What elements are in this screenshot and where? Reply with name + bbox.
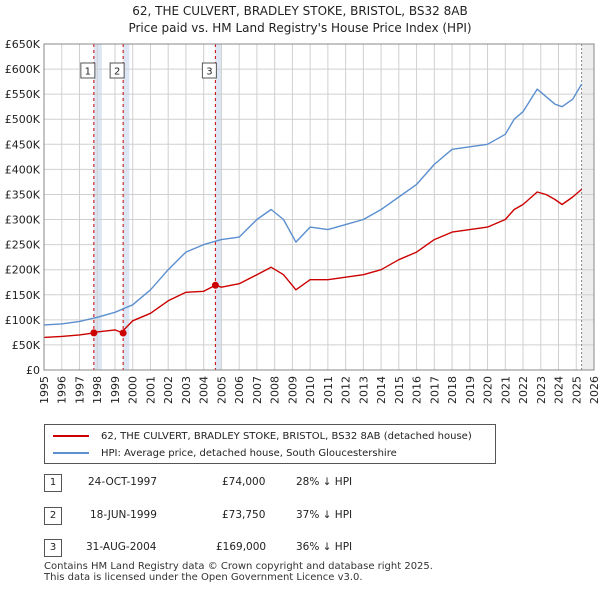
sale-point-1 — [90, 329, 98, 337]
x-tick-label: 2026 — [588, 376, 600, 404]
x-tick-label: 2024 — [553, 376, 566, 404]
sale-date: 24-OCT-1997 — [88, 476, 157, 488]
sale-badge: 2 — [44, 507, 62, 525]
x-tick-label: 2003 — [180, 376, 193, 404]
sale-row-2: 2 18-JUN-1999 £73,750 37% ↓ HPI — [44, 507, 444, 525]
sale-shade-2 — [123, 44, 130, 370]
y-tick-label: £0 — [26, 364, 40, 377]
sale-price: £74,000 — [222, 476, 266, 488]
x-tick-label: 2023 — [535, 376, 548, 404]
price-chart: £0 £50K £100K £150K £200K £250K £300K £350K £400… — [5, 38, 600, 404]
sale-shade-1 — [93, 44, 102, 370]
y-tick-label: £400K — [5, 163, 41, 176]
x-tick-label: 1998 — [91, 376, 104, 404]
y-tick-label: £600K — [5, 63, 41, 76]
footer-copyright: Contains HM Land Registry data © Crown c… — [44, 561, 433, 572]
y-tick-label: £550K — [5, 88, 41, 101]
x-tick-label: 2000 — [127, 376, 140, 404]
sale-marker-box — [80, 62, 96, 79]
x-tick-label: 2021 — [499, 376, 512, 404]
sale-price: £73,750 — [222, 509, 266, 521]
x-tick-label: 2006 — [233, 376, 246, 404]
y-tick-label: £500K — [5, 113, 41, 126]
forecast-area — [581, 44, 594, 370]
x-tick-label: 2011 — [322, 376, 335, 404]
sale-marker-3: 3 — [201, 62, 217, 79]
x-tick-label: 2008 — [269, 376, 282, 404]
y-tick-label: £350K — [5, 188, 41, 201]
sale-shade-3 — [215, 44, 222, 370]
sale-point-2 — [119, 329, 127, 337]
chart-title-line1: 62, THE CULVERT, BRADLEY STOKE, BRISTOL,… — [132, 4, 468, 18]
x-tick-label: 2004 — [198, 376, 211, 404]
y-tick-label: £50K — [12, 339, 41, 352]
x-tick-label: 2002 — [162, 376, 175, 404]
legend-label-property: 62, THE CULVERT, BRADLEY STOKE, BRISTOL,… — [101, 430, 472, 442]
plot-frame — [43, 43, 595, 371]
sale-date: 31-AUG-2004 — [86, 541, 157, 553]
legend-item-property: 62, THE CULVERT, BRADLEY STOKE, BRISTOL,… — [53, 428, 472, 444]
x-tick-label: 2016 — [411, 376, 424, 404]
footer: Contains HM Land Registry data © Crown c… — [44, 561, 433, 583]
x-tick-label: 2018 — [446, 376, 459, 404]
sale-marker-box — [201, 62, 217, 79]
x-tick-label: 2014 — [375, 376, 388, 404]
x-tick-label: 2019 — [464, 376, 477, 404]
x-tick-label: 2001 — [144, 376, 157, 404]
x-tick-label: 2007 — [251, 376, 264, 404]
x-tick-label: 2013 — [357, 376, 370, 404]
sale-point-3 — [211, 281, 219, 289]
sale-marker-label: 1 — [85, 67, 91, 78]
x-tick-label: 2020 — [482, 376, 495, 404]
sale-badge: 1 — [44, 474, 62, 492]
sale-marker-label: 3 — [206, 67, 212, 78]
y-tick-label: £450K — [5, 138, 41, 151]
x-tick-label: 2005 — [215, 376, 228, 404]
x-tick-label: 1999 — [109, 376, 122, 404]
x-tick-label: 2015 — [393, 376, 406, 404]
x-tick-label: 2025 — [570, 376, 583, 404]
y-tick-label: £100K — [5, 314, 41, 327]
sale-hpi-diff: 36% ↓ HPI — [296, 541, 353, 553]
sale-row-3: 3 31-AUG-2004 £169,000 36% ↓ HPI — [44, 539, 444, 557]
x-tick-label: 2010 — [304, 376, 317, 404]
x-tick-label: 2012 — [340, 376, 353, 404]
legend-swatch-property — [53, 435, 89, 437]
chart-title-line2: Price paid vs. HM Land Registry's House … — [128, 21, 472, 35]
sale-marker-label: 2 — [114, 67, 120, 78]
y-tick-label: £300K — [5, 214, 41, 227]
sale-price: £169,000 — [216, 541, 267, 553]
series-line-hpi — [43, 83, 583, 326]
x-tick-label: 1996 — [56, 376, 69, 404]
footer-license: This data is licensed under the Open Gov… — [44, 572, 363, 583]
y-tick-label: £650K — [5, 38, 41, 51]
sale-marker-box — [109, 62, 125, 79]
y-tick-label: £150K — [5, 289, 41, 302]
legend-item-hpi: HPI: Average price, detached house, Sout… — [53, 445, 397, 461]
sale-marker-1: 1 — [80, 62, 96, 79]
sale-hpi-diff: 28% ↓ HPI — [296, 476, 353, 488]
legend-swatch-hpi — [53, 452, 89, 454]
y-tick-label: £250K — [5, 239, 41, 252]
legend-label-hpi: HPI: Average price, detached house, Sout… — [101, 447, 397, 459]
x-tick-label: 1997 — [73, 376, 86, 404]
sale-row-1: 1 24-OCT-1997 £74,000 28% ↓ HPI — [44, 474, 444, 492]
x-tick-label: 2022 — [517, 376, 530, 404]
sale-marker-2: 2 — [109, 62, 125, 79]
chart-legend: 62, THE CULVERT, BRADLEY STOKE, BRISTOL,… — [44, 424, 496, 464]
x-tick-label: 2017 — [428, 376, 441, 404]
sale-date: 18-JUN-1999 — [90, 509, 157, 521]
sale-badge: 3 — [44, 539, 62, 557]
sale-hpi-diff: 37% ↓ HPI — [296, 509, 353, 521]
x-tick-label: 2009 — [286, 376, 299, 404]
x-tick-label: 1995 — [38, 376, 51, 404]
y-tick-label: £200K — [5, 264, 41, 277]
